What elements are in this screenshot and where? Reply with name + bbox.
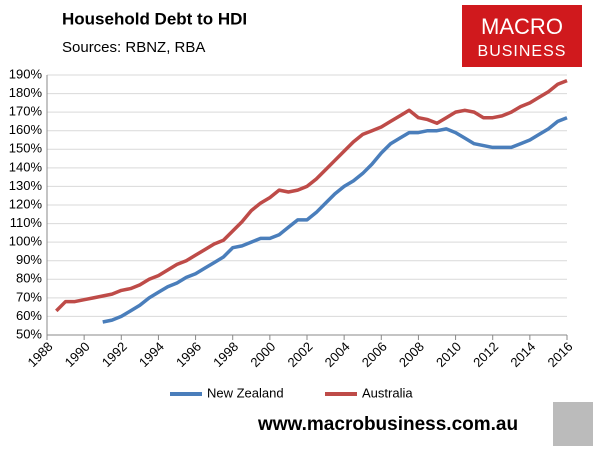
series-line bbox=[102, 116, 568, 324]
x-tick-label: 1988 bbox=[24, 339, 55, 370]
chart-title: Household Debt to HDI bbox=[62, 9, 247, 28]
x-tick-label: 2000 bbox=[247, 339, 278, 370]
x-tick-label: 2014 bbox=[507, 339, 538, 370]
y-tick-label: 70% bbox=[16, 289, 42, 304]
logo-text: BUSINESS bbox=[478, 43, 567, 60]
x-tick-label: 2016 bbox=[544, 339, 575, 370]
x-tick-label: 2006 bbox=[359, 339, 390, 370]
logo-text: MACRO bbox=[481, 14, 563, 39]
y-tick-label: 60% bbox=[16, 308, 42, 323]
chart-subtitle: Sources: RBNZ, RBA bbox=[62, 39, 205, 56]
y-tick-label: 80% bbox=[16, 271, 42, 286]
y-tick-label: 170% bbox=[9, 104, 43, 119]
x-tick-label: 2012 bbox=[470, 339, 501, 370]
x-tick-label: 1996 bbox=[173, 339, 204, 370]
legend-label: Australia bbox=[362, 385, 413, 400]
footer: www.macrobusiness.com.au bbox=[257, 414, 518, 435]
wolf-icon bbox=[553, 402, 593, 446]
y-tick-label: 90% bbox=[16, 252, 42, 267]
y-tick-label: 130% bbox=[9, 178, 43, 193]
x-tick-label: 1990 bbox=[62, 339, 93, 370]
x-tick-label: 2008 bbox=[396, 339, 427, 370]
y-tick-label: 150% bbox=[9, 141, 43, 156]
x-tick-label: 2002 bbox=[284, 339, 315, 370]
logo-box bbox=[462, 5, 582, 67]
x-tick-label: 1998 bbox=[210, 339, 241, 370]
y-tick-label: 120% bbox=[9, 196, 43, 211]
y-tick-label: 160% bbox=[9, 122, 43, 137]
series-line bbox=[55, 78, 568, 313]
y-tick-label: 110% bbox=[10, 215, 43, 230]
y-tick-label: 180% bbox=[9, 85, 43, 100]
y-tick-label: 50% bbox=[16, 326, 42, 341]
x-tick-label: 1994 bbox=[136, 339, 167, 370]
legend-label: New Zealand bbox=[207, 385, 284, 400]
y-tick-label: 190% bbox=[9, 66, 43, 81]
y-tick-label: 100% bbox=[9, 234, 43, 249]
x-tick-label: 2010 bbox=[433, 339, 464, 370]
x-tick-label: 1992 bbox=[99, 339, 130, 370]
y-tick-label: 140% bbox=[9, 159, 43, 174]
x-tick-label: 2004 bbox=[322, 339, 353, 370]
